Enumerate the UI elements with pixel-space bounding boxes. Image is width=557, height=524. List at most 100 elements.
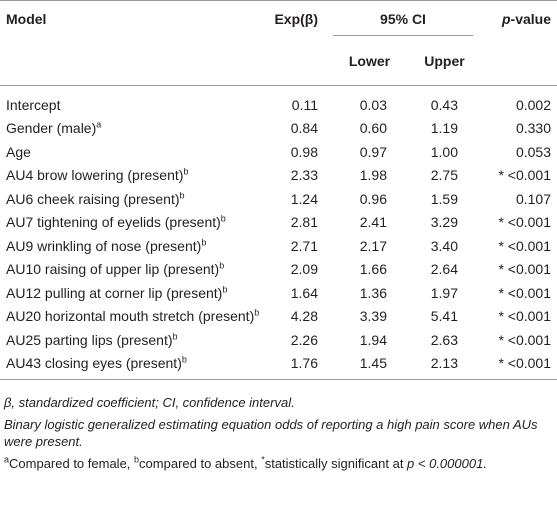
model-label: Age	[6, 143, 31, 160]
exp-cell: 1.24	[290, 190, 318, 207]
model-cell: AU43 closing eyes (present)b	[0, 352, 272, 380]
table-body: Intercept 0.11 0.03 0.43 0.002 Gender (male)a…	[0, 86, 557, 380]
upper-cell: 2.13	[430, 355, 458, 371]
lower-cell: 0.60	[359, 120, 387, 136]
model-cell: AU25 parting lips (present)b	[0, 329, 272, 353]
footnote-sup: b	[134, 454, 140, 465]
exp-cell: 1.76	[290, 355, 318, 371]
model-label: Gender (male)	[6, 120, 97, 136]
upper-cell: 3.29	[430, 214, 458, 230]
exp-cell: 1.64	[290, 284, 318, 301]
footnote-text: Compared to female,	[9, 456, 135, 471]
model-cell: AU20 horizontal mouth stretch (present)b	[0, 305, 272, 329]
lower-cell: 3.39	[359, 308, 387, 324]
table-row: Intercept 0.11 0.03 0.43 0.002	[0, 86, 557, 118]
model-label: AU6 cheek raising (present)	[6, 190, 180, 207]
header-upper: Upper	[424, 53, 465, 69]
results-table: Model Exp(β) 95% CI p-value Lower Upper …	[0, 0, 557, 380]
lower-cell: 1.36	[359, 284, 387, 301]
model-sup: b	[201, 236, 207, 247]
table-row: AU9 wrinkling of nose (present)b 2.71 2.17…	[0, 235, 557, 259]
p-cell: * <0.001	[498, 308, 551, 324]
model-label: AU4 brow lowering (present)	[6, 167, 184, 183]
header-row: Model Exp(β) 95% CI p-value	[0, 0, 557, 38]
footnote-text: compared to absent,	[139, 456, 262, 471]
table-row: AU7 tightening of eyelids (present)b 2.81…	[0, 211, 557, 235]
model-cell: AU4 brow lowering (present)b	[0, 164, 272, 188]
model-sup: a	[96, 119, 102, 130]
model-cell: Intercept	[0, 86, 272, 118]
table-row: AU6 cheek raising (present)b 1.24 0.96 1.59…	[0, 188, 557, 212]
table-row: Age 0.98 0.97 1.00 0.053	[0, 141, 557, 165]
lower-cell: 1.45	[359, 355, 387, 371]
exp-cell: 0.98	[290, 143, 318, 160]
p-cell: 0.107	[515, 190, 551, 207]
model-cell: AU12 pulling at corner lip (present)b	[0, 282, 272, 306]
lower-cell: 0.96	[359, 190, 387, 207]
footnote: Binary logistic generalized estimating e…	[4, 417, 538, 449]
model-sup: b	[220, 213, 226, 224]
upper-cell: 1.00	[430, 143, 458, 160]
exp-cell: 2.81	[290, 214, 318, 230]
lower-cell: 1.66	[359, 261, 387, 277]
table-row: Gender (male)a 0.84 0.60 1.19 0.330	[0, 117, 557, 141]
upper-cell: 1.97	[430, 284, 458, 301]
table-row: AU20 horizontal mouth stretch (present)b…	[0, 305, 557, 329]
model-label: AU20 horizontal mouth stretch (present)	[6, 308, 255, 324]
model-label: AU12 pulling at corner lip (present)	[6, 284, 223, 301]
model-sup: b	[222, 283, 228, 294]
footnote-sup: a	[4, 454, 10, 465]
table-row: AU43 closing eyes (present)b 1.76 1.45 2.13…	[0, 352, 557, 380]
exp-cell: 2.09	[290, 261, 318, 277]
model-sup: b	[181, 354, 187, 365]
exp-cell: 2.33	[290, 167, 318, 183]
table-row: AU10 raising of upper lip (present)b 2.09…	[0, 258, 557, 282]
footnote-sup: *	[261, 454, 265, 465]
upper-cell: 3.40	[430, 237, 458, 254]
lower-cell: 2.17	[359, 237, 387, 254]
model-label: AU9 wrinkling of nose (present)	[6, 237, 202, 254]
footnote: aCompared to female, bcompared to absent…	[4, 455, 553, 472]
table-row: AU4 brow lowering (present)b 2.33 1.98 2.75…	[0, 164, 557, 188]
model-label: AU43 closing eyes (present)	[6, 355, 182, 371]
model-cell: AU6 cheek raising (present)b	[0, 188, 272, 212]
header-lower: Lower	[348, 53, 391, 69]
upper-cell: 1.59	[430, 190, 458, 207]
exp-cell: 0.11	[291, 97, 318, 113]
model-label: AU10 raising of upper lip (present)	[6, 261, 220, 277]
model-cell: Gender (male)a	[0, 117, 272, 141]
exp-cell: 2.71	[290, 237, 318, 254]
footnote-text: statistically significant at	[264, 456, 408, 471]
p-cell: * <0.001	[498, 261, 551, 277]
model-cell: Age	[0, 141, 272, 165]
exp-cell: 0.84	[290, 120, 318, 136]
p-cell: 0.053	[515, 143, 551, 160]
lower-cell: 1.98	[359, 167, 387, 183]
model-sup: b	[172, 330, 178, 341]
model-label: AU25 parting lips (present)	[6, 331, 173, 348]
p-cell: 0.330	[515, 120, 551, 136]
upper-cell: 1.19	[430, 120, 458, 136]
upper-cell: 2.63	[430, 331, 458, 348]
p-cell: * <0.001	[498, 214, 551, 230]
lower-cell: 1.94	[359, 331, 387, 348]
subheader-row: Lower Upper	[0, 37, 557, 86]
p-cell: * <0.001	[498, 284, 551, 301]
model-label: AU7 tightening of eyelids (present)	[6, 214, 221, 230]
header-ci-text: 95% CI	[333, 11, 473, 36]
upper-cell: 2.75	[430, 167, 458, 183]
upper-cell: 5.41	[430, 308, 458, 324]
p-cell: * <0.001	[498, 237, 551, 254]
model-label: Intercept	[6, 97, 61, 113]
lower-cell: 0.97	[359, 143, 387, 160]
model-sup: b	[183, 166, 189, 177]
upper-cell: 0.43	[430, 97, 458, 113]
footnotes: β, standardized coefficient; CI, confide…	[0, 380, 557, 472]
lower-cell: 2.41	[359, 214, 387, 230]
header-model: Model	[6, 11, 47, 27]
model-sup: b	[254, 307, 260, 318]
p-cell: * <0.001	[498, 355, 551, 371]
exp-cell: 2.26	[290, 331, 318, 348]
footnote: β, standardized coefficient; CI, confide…	[4, 395, 295, 410]
model-cell: AU9 wrinkling of nose (present)b	[0, 235, 272, 259]
